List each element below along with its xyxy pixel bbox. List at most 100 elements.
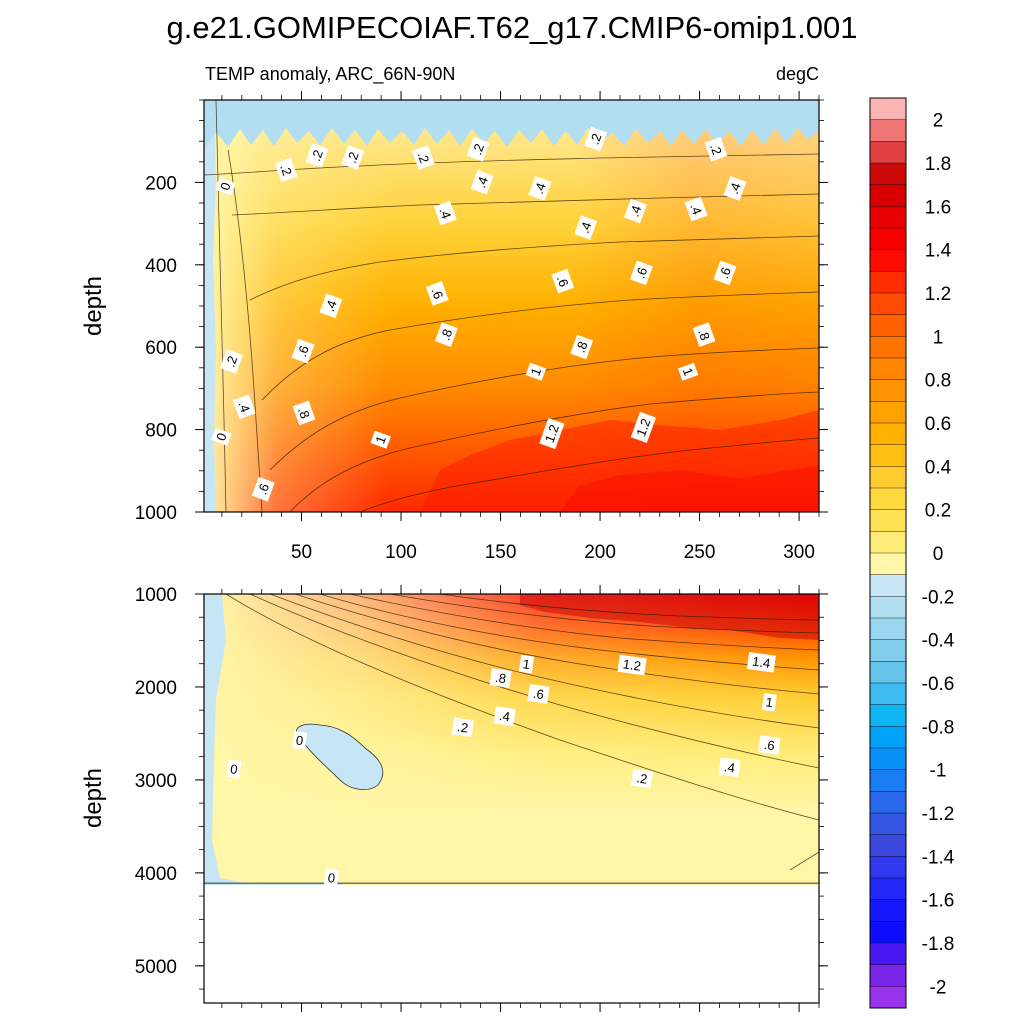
upper-y-ticks: 200 400 600 800 1000 <box>135 99 828 524</box>
upper-y-tick-label: 800 <box>145 421 177 442</box>
colorbar-swatch <box>869 639 907 662</box>
colorbar-label: 0.4 <box>925 457 952 478</box>
upper-contour-label-text: 1 <box>680 366 697 378</box>
colorbar-swatch <box>869 791 907 814</box>
lower-cold-left <box>204 594 343 885</box>
colorbar-swatch <box>869 444 907 467</box>
lower-contour-label-box <box>617 654 647 676</box>
lower-y-tick-label: 2000 <box>135 678 177 699</box>
colorbar-label: -1 <box>930 761 947 782</box>
lower-contour-label: 0 <box>226 759 242 779</box>
upper-contour-label-text: 1 <box>372 434 389 446</box>
lower-contour-label: .6 <box>758 735 781 755</box>
lower-contour-label: .2 <box>451 717 474 738</box>
upper-cold-band-left <box>204 100 216 512</box>
upper-contour-label: .8 <box>292 400 316 426</box>
upper-y-tick-label: 400 <box>145 256 177 277</box>
upper-panel: 50 100 150 200 250 300 200 400 600 800 1000 0 .2 .2… <box>80 91 828 563</box>
colorbar-swatch <box>869 552 907 576</box>
upper-contour-label-text: .6 <box>554 273 572 288</box>
upper-contour-label-text: .6 <box>632 265 650 280</box>
upper-contour-label: .4 <box>624 198 647 224</box>
upper-contour-label-box <box>574 215 598 240</box>
upper-contour-label: .2 <box>341 145 365 170</box>
lower-contour-label-box <box>718 757 741 778</box>
colorbar-label: 1.6 <box>925 197 951 218</box>
upper-contour-label: .2 <box>411 145 435 170</box>
upper-y-axis-label: depth <box>80 276 107 336</box>
upper-contour-label-box <box>274 157 298 183</box>
upper-warm-core-2 <box>560 465 819 512</box>
upper-contour-label-text: .2 <box>414 150 432 165</box>
colorbar-label: 2 <box>933 111 944 132</box>
upper-contour-label: .4 <box>319 293 343 319</box>
upper-cold-surface <box>204 100 819 148</box>
upper-contour-label-box <box>713 260 737 286</box>
upper-contour-label: .8 <box>692 322 716 347</box>
upper-contour-label: .4 <box>723 176 747 201</box>
upper-contour-label-box <box>584 126 608 152</box>
upper-contour-label-box <box>692 322 716 347</box>
lower-frame <box>203 593 820 1004</box>
upper-contour-label-box <box>319 293 343 319</box>
upper-contour-label: .8 <box>434 322 458 347</box>
upper-contour-label: 1 <box>370 430 391 449</box>
upper-x-tick-label: 100 <box>385 542 417 563</box>
upper-contour-label: 0 <box>211 427 232 446</box>
upper-contour-label-text: .4 <box>726 181 744 196</box>
lower-y-tick-label: 1000 <box>135 585 177 606</box>
upper-contour-label-box <box>525 362 547 381</box>
upper-contour-label-text: 1 <box>528 366 545 378</box>
lower-contour-label-text: .2 <box>456 719 469 735</box>
upper-contour-label-box <box>470 169 494 195</box>
colorbar-swatch <box>869 97 907 121</box>
upper-contour-label-text: 0 <box>213 431 230 443</box>
lower-y-axis-label: depth <box>80 768 107 828</box>
lower-contour-label-text: .4 <box>498 708 511 724</box>
upper-x-tick-label: 250 <box>684 542 716 563</box>
colorbar-label: -0.4 <box>922 631 955 652</box>
upper-contour-labels: 0 .2 .2 .2 .2 .2 .2 .2 .4 .4 .4 .4 .4 .4 .4 .4 .4 .2 0 .6 .6… <box>211 126 747 502</box>
upper-contour-label-box <box>341 145 365 170</box>
upper-contour-label: 0 <box>215 177 236 196</box>
lower-contour-label: 0 <box>323 868 340 888</box>
upper-contour-label-box <box>630 411 656 443</box>
upper-x-ticks: 50 100 150 200 250 300 <box>221 91 820 563</box>
colorbar-label: 0.6 <box>925 414 951 435</box>
lower-contour-label: 1 <box>761 692 777 712</box>
lower-contour-label-text: 1 <box>522 656 531 672</box>
lower-contour-label-text: 0 <box>229 761 238 777</box>
upper-contour-label-text: .2 <box>707 142 725 157</box>
colorbar-swatch <box>869 487 907 511</box>
colorbar: 2 1.8 1.6 1.4 1.2 1 0.8 0.6 0.4 0.2 0 -0.2 -0.4 -0.6 -… <box>869 97 955 1009</box>
upper-contour-label-box <box>528 176 552 201</box>
upper-contour-label-text: .8 <box>295 405 313 420</box>
lower-cold-blob <box>295 723 384 790</box>
upper-contour-label-text: 1.2 <box>633 416 653 438</box>
upper-contour-label: .4 <box>684 196 708 222</box>
lower-contour-label: 0 <box>291 731 308 750</box>
colorbar-swatch <box>869 921 907 944</box>
colorbar-swatch <box>869 162 907 186</box>
colorbar-label: -1.6 <box>922 891 955 912</box>
upper-contour-label-box <box>211 427 232 446</box>
colorbar-swatches <box>869 97 907 1009</box>
lower-contour-label-text: .6 <box>532 686 545 702</box>
colorbar-swatch <box>869 314 907 337</box>
colorbar-swatch <box>869 531 907 554</box>
upper-contour-label-text: .4 <box>436 205 454 220</box>
upper-contour-label-text: .4 <box>577 220 595 235</box>
upper-contour-label: .6 <box>713 260 737 286</box>
lower-contour-label-box <box>518 654 535 674</box>
lower-contour-label: .6 <box>527 684 550 704</box>
upper-contour-label: .2 <box>704 136 728 162</box>
upper-contour-label: .2 <box>274 157 298 183</box>
upper-contour-label-box <box>292 400 316 426</box>
upper-contour-label: .6 <box>425 281 449 306</box>
upper-contour-label-text: .6 <box>428 286 446 301</box>
upper-contour-label: .6 <box>629 260 653 286</box>
upper-contour-label: 1.2 <box>630 411 656 443</box>
colorbar-label: 1.2 <box>925 284 951 305</box>
lower-contour-label: .4 <box>493 706 516 727</box>
lower-contour-label-text: 0 <box>327 870 336 886</box>
